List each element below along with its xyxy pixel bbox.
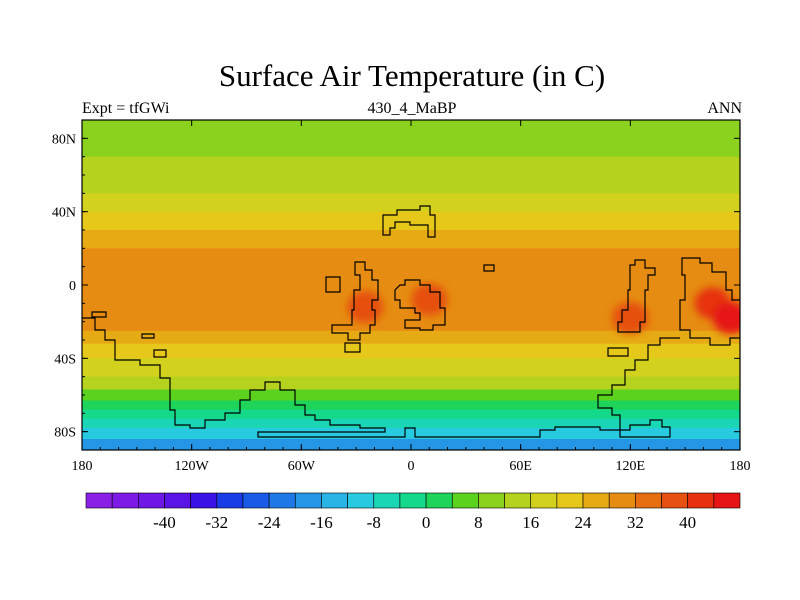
colorbar: -40 -32 -24 -16 -8 0 8 16 24 32 40 [85, 492, 741, 532]
colorbar-swatch-17 [530, 492, 558, 509]
coastline-north [382, 205, 436, 238]
x-tick-label-1: 120W [175, 459, 210, 474]
experiment-label: Expt = tfGWi [82, 100, 170, 117]
y-tick-label-4: 80S [54, 426, 76, 441]
temperature-band-7 [82, 248, 740, 268]
temperature-hotspots [347, 283, 740, 334]
colorbar-swatch-11 [373, 492, 401, 509]
x-tick-label-0: 180 [72, 459, 93, 474]
colorbar-swatch-6 [242, 492, 270, 509]
colorbar-label-5: 0 [422, 513, 431, 532]
colorbar-swatch-16 [504, 492, 532, 509]
colorbar-label-2: -24 [258, 513, 281, 532]
colorbar-swatch-13 [425, 492, 453, 509]
x-tick-label-2: 60W [288, 459, 316, 474]
colorbar-swatch-4 [190, 492, 218, 509]
temperature-band-13 [82, 389, 740, 402]
coastline-east-land [617, 259, 656, 333]
coastline-east-islet [607, 347, 629, 357]
colorbar-swatch-21 [635, 492, 662, 509]
y-tick-label-0: 80N [52, 132, 76, 147]
colorbar-swatch-20 [608, 492, 636, 509]
colorbar-swatch-19 [582, 492, 610, 509]
colorbar-swatch-18 [556, 492, 584, 509]
colorbar-swatch-9 [321, 492, 348, 509]
colorbar-swatch-3 [164, 492, 191, 509]
temperature-band-12 [82, 376, 740, 391]
colorbar-label-3: -16 [310, 513, 333, 532]
temperature-band-4 [82, 193, 740, 213]
colorbar-swatch-22 [661, 492, 688, 509]
coastline-west-land [331, 261, 379, 341]
x-tick-label-4: 60E [509, 459, 532, 474]
colorbar-label-8: 24 [575, 513, 593, 532]
colorbar-swatch-14 [451, 492, 479, 509]
colorbar-label-7: 16 [522, 513, 539, 532]
temperature-band-10 [82, 343, 740, 359]
temperature-band-14 [82, 400, 740, 411]
colorbar-swatch-1 [111, 492, 139, 509]
colorbar-swatch-7 [268, 492, 296, 509]
x-tick-label-6: 180 [730, 459, 751, 474]
time-slice-label: 430_4_MaBP [367, 100, 457, 117]
colorbar-swatch-8 [294, 492, 322, 509]
colorbar-label-9: 32 [627, 513, 644, 532]
temperature-bands [82, 120, 740, 450]
colorbar-label-10: 40 [679, 513, 696, 532]
y-tick-label-2: 0 [69, 279, 76, 294]
y-tick-label-3: 40S [54, 352, 76, 367]
coastline-islet-1 [325, 276, 341, 293]
colorbar-swatch-0 [85, 492, 113, 509]
hotspot-2 [411, 283, 448, 316]
coastline-southern-continent [82, 317, 680, 438]
colorbar-swatch-10 [347, 492, 375, 509]
colorbar-swatch-5 [216, 492, 244, 509]
temperature-band-1 [82, 138, 740, 158]
temperature-band-6 [82, 230, 740, 249]
temperature-band-9 [82, 330, 740, 345]
temperature-band-11 [82, 358, 740, 378]
axis-ticks: 80N 40N 0 40S 80S 180 120W 60W 0 60E 120E 180 [52, 120, 751, 474]
temperature-band-5 [82, 211, 740, 231]
coastline-islet-2 [344, 342, 361, 353]
colorbar-label-6: 8 [474, 513, 483, 532]
colorbar-swatch-24 [713, 492, 741, 509]
temperature-band-2 [82, 156, 740, 176]
season-label: ANN [707, 100, 742, 117]
colorbar-label-4: -8 [367, 513, 381, 532]
hotspot-4 [612, 302, 649, 334]
temperature-band-0 [82, 120, 740, 139]
colorbar-swatch-12 [399, 492, 427, 509]
colorbar-label-0: -40 [153, 513, 176, 532]
coastline-central-land [394, 279, 446, 331]
coastline-islet-4 [91, 311, 107, 318]
coastlines [82, 205, 740, 438]
coastline-islet-3 [483, 264, 495, 272]
coastline-islet-5 [141, 333, 155, 339]
coastline-islet-6 [153, 349, 167, 358]
temperature-band-3 [82, 175, 740, 194]
colorbar-swatch-15 [478, 492, 505, 509]
hotspot-3 [347, 291, 384, 323]
x-tick-label-5: 120E [616, 459, 646, 474]
temperature-band-15 [82, 409, 740, 420]
y-tick-label-1: 40N [52, 206, 76, 221]
coastline-far-east [679, 257, 740, 346]
colorbar-swatch-23 [687, 492, 715, 509]
hotspot-1 [712, 302, 740, 334]
colorbar-label-1: -32 [205, 513, 228, 532]
temperature-band-17 [82, 428, 740, 440]
colorbar-swatch-2 [138, 492, 165, 509]
chart-title: Surface Air Temperature (in C) [218, 58, 606, 93]
x-tick-label-3: 0 [408, 459, 415, 474]
temperature-band-16 [82, 418, 740, 429]
